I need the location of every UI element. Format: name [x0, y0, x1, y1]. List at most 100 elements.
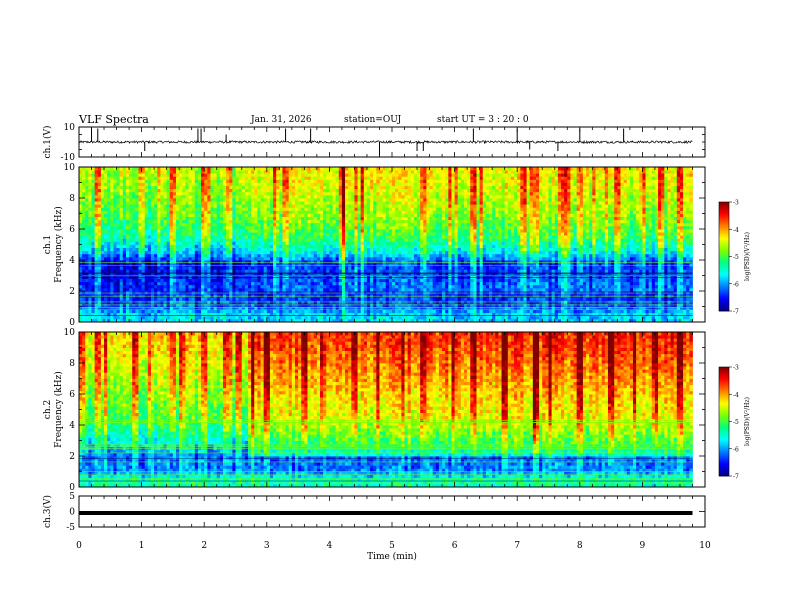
ch1-spectrogram-cell [376, 216, 380, 221]
ch1-spectrogram-cell [100, 198, 105, 202]
ch1-spectrogram-cell [279, 225, 283, 230]
ch1-spectrogram-cell [219, 275, 224, 279]
ch1-spectrogram-cell [213, 269, 218, 273]
ch1-spectrogram-cell [154, 235, 158, 239]
ch1-spectrogram-cell [91, 287, 96, 292]
ch1-spectrogram-cell [313, 256, 318, 261]
ch1-spectrogram-cell [194, 287, 199, 292]
ch1-spectrogram-cell [254, 318, 258, 323]
ch1-spectrogram-cell [248, 229, 252, 233]
ch1-spectrogram-cell [94, 260, 99, 264]
ch1-spectrogram-cell [91, 291, 96, 295]
ch1-spectrogram-cell [163, 287, 168, 292]
ch1-spectrogram-cell [88, 315, 92, 320]
ch1-spectrogram-cell [104, 247, 108, 252]
ch1-spectrogram-cell [122, 204, 127, 208]
ch1-spectrogram-cell [210, 266, 214, 270]
ch1-spectrogram-cell [213, 201, 218, 205]
ch1-spectrogram-cell [248, 269, 252, 273]
ch1-spectrogram-cell [276, 256, 280, 261]
ch1-spectrogram-cell [357, 297, 362, 301]
ch1-spectrogram-cell [326, 312, 330, 317]
ch1-spectrogram-cell [313, 238, 318, 242]
ch1-spectrogram-cell [154, 225, 158, 230]
ch1-spectrogram-cell [244, 250, 249, 255]
ch1-spectrogram-cell [229, 229, 233, 233]
ch1-spectrogram-cell [91, 204, 96, 208]
ch1-spectrogram-cell [216, 297, 221, 301]
ch1-spectrogram-cell [323, 244, 327, 248]
ch1-spectrogram-cell [160, 309, 164, 314]
ch1-spectrogram-cell [150, 297, 155, 301]
ch1-spectrogram-cell [94, 191, 99, 196]
ch1-spectrogram-cell [144, 182, 149, 186]
ch1-spectrogram-cell [338, 275, 343, 279]
ch1-spectrogram-cell [285, 182, 290, 186]
ch1-spectrogram-cell [307, 294, 312, 298]
ch1-spectrogram-cell [345, 207, 349, 211]
ch1-spectrogram-cell [273, 235, 277, 239]
ch1-spectrogram-cell [163, 194, 168, 199]
ch1-spectrogram-cell [122, 232, 127, 236]
ch1-spectrogram-cell [176, 244, 180, 248]
ch1-spectrogram-cell [357, 194, 362, 199]
ch1-spectrogram-cell [129, 232, 133, 236]
ch1-spectrogram-cell [354, 222, 358, 227]
ch1-spectrogram-cell [160, 260, 164, 264]
ch1-spectrogram-cell [216, 173, 221, 177]
ch1-spectrogram-cell [266, 179, 271, 183]
ch1-spectrogram-cell [204, 232, 208, 236]
ch1-spectrogram-cell [107, 235, 111, 239]
ch1-spectrogram-cell [257, 176, 261, 180]
ch1-spectrogram-cell [257, 222, 261, 227]
ch1-spectrogram-cell [248, 219, 252, 224]
ch1-spectrogram-cell [320, 244, 324, 248]
ch1-spectrogram-cell [244, 188, 249, 193]
ch1-spectrogram-cell [172, 250, 177, 255]
ch1-spectrogram-cell [97, 284, 102, 289]
ch1-spectrogram-cell [232, 241, 236, 245]
ch1-spectrogram-cell [251, 309, 255, 314]
ch1-spectrogram-cell [138, 232, 142, 236]
ch1-spectrogram-cell [320, 275, 324, 279]
ch1-spectrogram-cell [216, 284, 221, 289]
ch1-spectrogram-cell [357, 232, 362, 236]
ch1-spectrogram-cell [122, 297, 127, 301]
ch1-spectrogram-cell [238, 207, 243, 211]
ch1-spectrogram-cell [160, 232, 164, 236]
ch1-spectrogram-cell [160, 312, 164, 317]
ch1-spectrogram-cell [304, 229, 308, 233]
ch1-spectrogram-cell [235, 182, 240, 186]
ch1-spectrogram-cell [291, 219, 296, 224]
ch1-spectrogram-cell [291, 182, 296, 186]
ch1-spectrogram-cell [182, 306, 186, 310]
ch1-spectrogram-cell [129, 198, 133, 202]
ch1-spectrogram-cell [107, 294, 111, 298]
ch1-spectrogram-cell [201, 284, 205, 289]
ch1-spectrogram-cell [232, 219, 236, 224]
ch1-spectrogram-cell [323, 272, 327, 276]
ch1-spectrogram-cell [204, 269, 208, 273]
ch1-spectrogram-cell [213, 306, 218, 310]
ch1-spectrogram-cell [232, 263, 236, 267]
ch1-spectrogram-cell [345, 173, 349, 177]
ch1-spectrogram-cell [313, 204, 318, 208]
ch1-spectrogram-cell [329, 182, 333, 186]
ch1-spectrogram-cell [222, 272, 227, 276]
ch1-spectrogram-cell [341, 315, 346, 320]
ch1-spectrogram-cell [357, 291, 362, 295]
ch1-spectrogram-cell [85, 167, 89, 171]
ch1-spectrogram-cell [125, 291, 130, 295]
ch1-spectrogram-cell [207, 173, 211, 177]
ch1-spectrogram-cell [304, 318, 308, 323]
ch1-spectrogram-cell [341, 266, 346, 270]
ch1-spectrogram-cell [373, 278, 377, 283]
ch1-spectrogram-cell [279, 188, 283, 193]
ch1-spectrogram-cell [163, 188, 168, 193]
ch1-spectrogram-cell [266, 182, 271, 186]
ch1-spectrogram-cell [313, 281, 318, 286]
ch1-spectrogram-cell [154, 278, 158, 283]
ch1-spectrogram-cell [229, 318, 233, 323]
ch1-spectrogram-cell [335, 263, 340, 267]
ch1-spectrogram-cell [360, 312, 365, 317]
